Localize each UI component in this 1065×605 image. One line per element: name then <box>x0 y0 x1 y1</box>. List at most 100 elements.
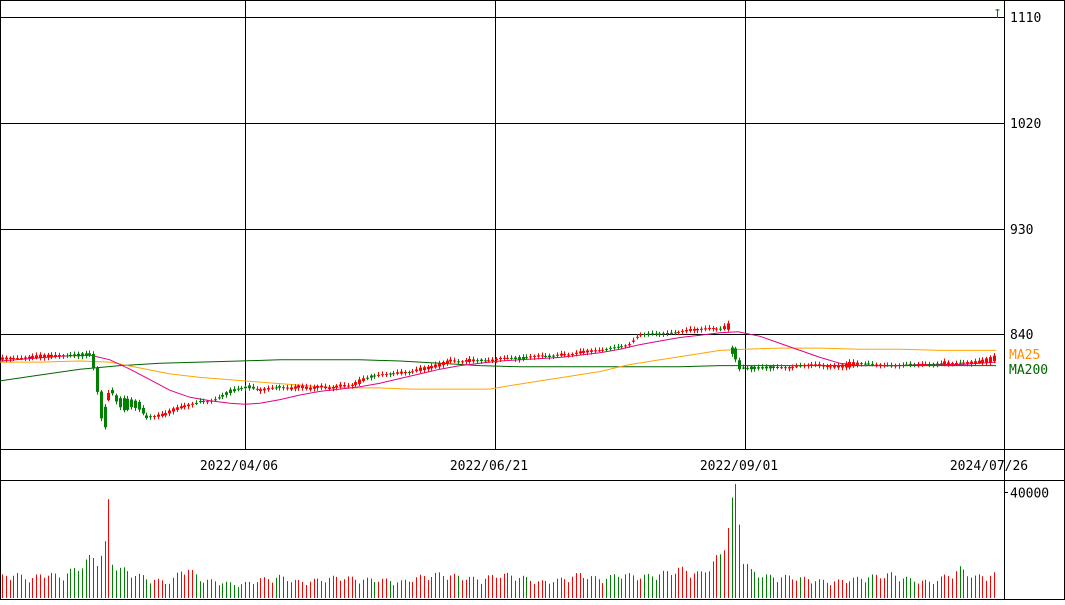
volume-bar <box>838 579 839 598</box>
volume-bar <box>63 580 64 598</box>
candle-body <box>442 361 445 365</box>
volume-bar <box>758 577 759 598</box>
volume-bar <box>967 576 968 598</box>
volume-bar <box>903 578 904 598</box>
candle-body <box>176 407 179 410</box>
candle-body <box>50 354 53 358</box>
volume-bar <box>10 580 11 598</box>
volume-bar <box>872 574 873 598</box>
volume-bar <box>253 584 254 598</box>
candle-body <box>430 365 433 369</box>
candle-body <box>453 360 456 362</box>
volume-bar <box>211 579 212 598</box>
volume-bar <box>257 582 258 598</box>
volume-bar <box>675 573 676 598</box>
candle-body <box>446 360 449 364</box>
candle-body <box>962 362 965 364</box>
volume-bar <box>777 582 778 598</box>
candle-body <box>883 365 886 367</box>
volume-bar <box>108 499 109 598</box>
volume-bar <box>169 583 170 598</box>
candlestick-series <box>1 9 1000 430</box>
volume-bar <box>409 581 410 598</box>
candle-body <box>297 385 300 388</box>
volume-bar <box>633 575 634 598</box>
volume-bar <box>781 577 782 598</box>
volume-bar <box>466 579 467 598</box>
volume-bar <box>230 582 231 598</box>
volume-bar <box>618 576 619 598</box>
candle-body <box>244 386 247 389</box>
candle-body <box>845 363 848 368</box>
date-tick-label-4: 2024/07/26 <box>950 459 1028 474</box>
volume-bar <box>371 578 372 598</box>
candle-body <box>187 404 190 407</box>
candle-body <box>522 357 525 360</box>
candle-body <box>495 358 498 361</box>
volume-bar <box>192 570 193 598</box>
candle-body <box>119 398 122 408</box>
candle-body <box>970 361 973 364</box>
volume-bar <box>359 583 360 598</box>
volume-bar <box>120 567 121 598</box>
candle-body <box>419 367 422 371</box>
candle-body <box>890 365 893 367</box>
volume-bar <box>173 577 174 598</box>
candle-body <box>111 389 114 394</box>
candle-body <box>913 364 916 366</box>
volume-bar <box>906 576 907 598</box>
candle-body <box>537 355 540 357</box>
volume-bar <box>124 567 125 598</box>
volume-bar <box>268 579 269 598</box>
candle-body <box>799 365 802 367</box>
volume-bar <box>511 575 512 598</box>
volume-bar <box>667 571 668 598</box>
moving-average-lines <box>0 331 997 405</box>
volume-bar <box>754 571 755 598</box>
candle-body <box>229 389 232 394</box>
candle-body <box>632 340 635 342</box>
volume-bar <box>29 582 30 598</box>
volume-bar <box>705 572 706 598</box>
volume-bar <box>82 568 83 598</box>
candle-body <box>332 386 335 389</box>
volume-bar <box>960 566 961 598</box>
volume-bar <box>652 576 653 598</box>
volume-bar <box>557 578 558 598</box>
candle-body <box>180 406 183 409</box>
candle-body <box>742 367 745 369</box>
volume-bar <box>162 580 163 598</box>
candle-body <box>993 355 996 362</box>
candle-body <box>104 406 107 428</box>
candle-body <box>727 323 730 330</box>
volume-bar <box>44 577 45 598</box>
volume-bar <box>743 564 744 598</box>
candle-body <box>316 385 319 388</box>
candle-body <box>871 363 874 365</box>
volume-bar <box>234 584 235 598</box>
volume-bar <box>682 566 683 598</box>
volume-bar <box>36 574 37 598</box>
candle-body <box>92 353 95 369</box>
candle-body <box>860 363 863 365</box>
volume-bar <box>515 580 516 598</box>
volume-bar <box>629 573 630 598</box>
volume-bar <box>93 558 94 598</box>
volume-bar <box>735 484 736 598</box>
ma-short-line <box>0 331 997 405</box>
candle-body <box>423 367 426 371</box>
volume-bar <box>374 582 375 598</box>
volume-bar <box>287 581 288 598</box>
volume-bar <box>899 581 900 598</box>
candle-body <box>20 358 23 360</box>
volume-bar <box>200 581 201 598</box>
volume-bar <box>473 576 474 598</box>
volume-bar <box>865 582 866 598</box>
volume-bar <box>181 571 182 598</box>
candle-body <box>305 386 308 389</box>
volume-bar <box>462 580 463 598</box>
candle-body <box>605 348 608 350</box>
candle-body <box>753 366 756 369</box>
volume-bar <box>876 574 877 598</box>
volume-bar <box>751 569 752 598</box>
